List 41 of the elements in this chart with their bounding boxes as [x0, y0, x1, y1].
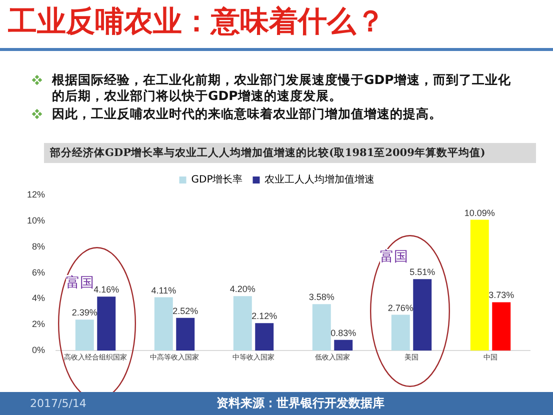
chart-title: 部分经济体GDP增长率与农业工人人均增加值增速的比较(取1981至2009年算数平均值): [44, 143, 536, 163]
chart-subtitle: 工业反哺农业：意味着什么？: [8, 3, 385, 40]
data-label: 10.09%: [464, 208, 495, 218]
data-label: 4.16%: [94, 284, 120, 295]
data-label: 3.73%: [488, 290, 514, 300]
bar: [334, 340, 353, 351]
y-tick-label: 2%: [32, 319, 46, 330]
data-label: 5.51%: [410, 267, 436, 278]
bar: [312, 304, 331, 351]
text: 资料来源：世界银行开发数据库: [216, 395, 384, 412]
bar: [470, 220, 489, 351]
data-label: 2.52%: [172, 306, 198, 316]
y-tick-label: 4%: [32, 293, 46, 304]
y-tick-label: 6%: [32, 267, 46, 278]
y-tick-label: 8%: [32, 241, 46, 252]
data-label: 2.12%: [252, 311, 278, 322]
annotation: 富国: [66, 275, 94, 291]
data-label: 2.39%: [72, 308, 98, 318]
bar: [97, 296, 116, 351]
legend-label: GDP增长率: [191, 174, 243, 186]
data-label: 0.83%: [330, 328, 356, 338]
text: 根据国际经验，在工业化前期，农业部门发展速度慢于GDP增速，而到了工业化的后期，农业部门将以快于GDP增速的速度发展。: [52, 72, 512, 104]
y-tick-label: 10%: [27, 215, 46, 226]
bar: [75, 320, 94, 351]
bar: [233, 296, 252, 351]
bar: [492, 302, 511, 351]
bar: [391, 314, 410, 351]
bar: [176, 318, 195, 351]
data-label: 3.58%: [308, 292, 334, 302]
text: 2017/5/14: [30, 397, 86, 410]
bar: [154, 297, 173, 351]
data-label: 4.11%: [151, 285, 176, 296]
bar: [413, 279, 432, 351]
data-label: 4.20%: [230, 284, 256, 294]
text: 因此，工业反哺农业时代的来临意味着农业部门增加值增速的提高。: [52, 106, 442, 122]
annotation: 富国: [380, 249, 408, 265]
legend-label: 农业工人人均增加值增速: [264, 174, 375, 186]
data-label: 2.76%: [388, 302, 414, 313]
bar: [255, 323, 274, 351]
y-tick-label: 12%: [27, 189, 46, 200]
y-tick-label: 0%: [32, 345, 46, 356]
